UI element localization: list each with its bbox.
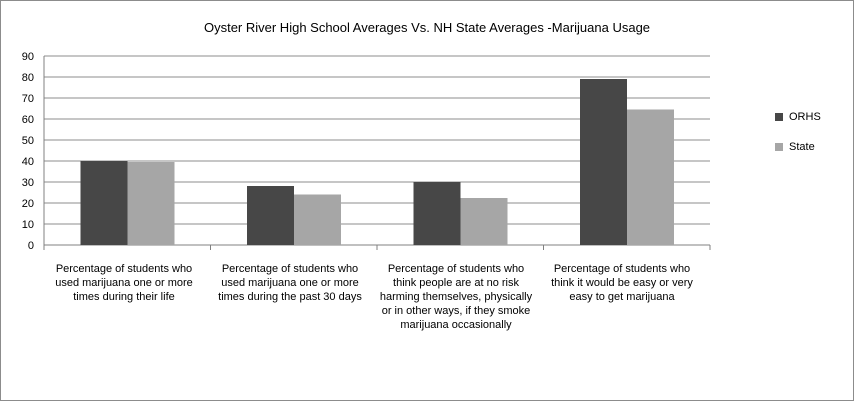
x-category-label: Percentage of students who used marijuan…: [218, 263, 362, 303]
y-tick-label: 40: [22, 156, 34, 168]
bar-orhs: [413, 182, 461, 245]
bar-state: [293, 194, 341, 245]
legend-item-orhs: ORHS: [775, 111, 821, 123]
bar-state: [127, 162, 175, 245]
legend-label: ORHS: [789, 111, 821, 123]
legend-label: State: [789, 141, 815, 153]
legend-item-state: State: [775, 141, 815, 153]
y-tick-label: 20: [22, 198, 34, 210]
legend-swatch: [775, 113, 783, 121]
bar-state: [626, 109, 674, 245]
x-category-label: Percentage of students who used marijuan…: [55, 263, 193, 303]
x-category-label: Percentage of students who think people …: [379, 263, 533, 331]
y-tick-label: 90: [22, 51, 34, 63]
bar-orhs: [579, 79, 627, 245]
bar-state: [460, 197, 508, 245]
y-tick-label: 80: [22, 72, 34, 84]
y-tick-label: 0: [28, 240, 34, 252]
legend-swatch: [775, 143, 783, 151]
bar-orhs: [80, 161, 128, 245]
y-tick-label: 30: [22, 177, 34, 189]
x-category-label: Percentage of students who think it woul…: [551, 263, 693, 303]
chart-title: Oyster River High School Averages Vs. NH…: [203, 20, 651, 35]
y-tick-label: 50: [22, 135, 34, 147]
y-tick-label: 10: [22, 219, 34, 231]
bar-orhs: [246, 186, 294, 245]
y-tick-label: 70: [22, 93, 34, 105]
y-tick-label: 60: [22, 114, 34, 126]
